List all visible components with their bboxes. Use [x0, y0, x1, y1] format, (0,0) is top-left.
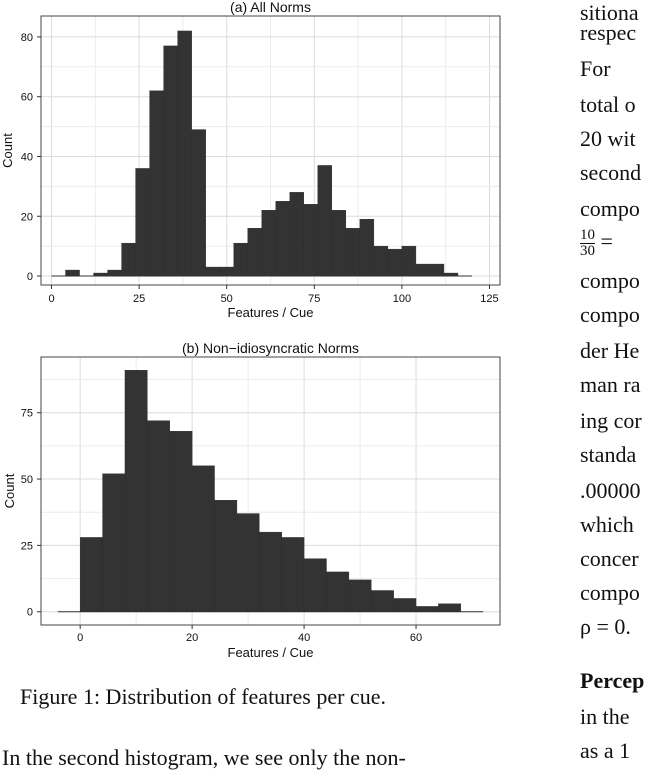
histogram-bar [79, 537, 103, 612]
right-line: compo [580, 196, 640, 221]
histogram-bar [214, 500, 238, 612]
right-line: 20 wit [580, 126, 636, 151]
x-tick-label: 25 [133, 293, 145, 305]
histogram-bar [387, 248, 403, 277]
histogram-bar [281, 537, 305, 612]
y-tick-label: 60 [21, 92, 33, 104]
histogram-bar [205, 266, 220, 277]
histogram-bar [65, 269, 80, 277]
y-tick-label: 75 [21, 408, 33, 420]
histogram-bar [348, 579, 372, 612]
histogram-bar [259, 531, 282, 612]
histogram-bar [401, 245, 417, 277]
histogram-bar [261, 210, 276, 277]
histogram-bar [331, 210, 347, 277]
right-line: ρ = 0. [580, 614, 631, 639]
histogram-bar [326, 571, 350, 612]
histogram-bar [191, 129, 206, 277]
histogram-bar [124, 370, 148, 612]
histogram-bar [93, 272, 108, 277]
right-line-heading: Percep [580, 668, 645, 693]
histogram-bar [443, 272, 459, 277]
histogram-bar [147, 420, 170, 612]
x-tick-label: 0 [77, 632, 83, 644]
histogram-bar [359, 219, 375, 277]
histogram-bar [149, 90, 164, 277]
histogram-bar [236, 513, 260, 612]
right-line: .00000 [580, 478, 641, 503]
right-line: in the [580, 704, 630, 729]
x-tick-label: 50 [221, 293, 233, 305]
right-line: compo [580, 268, 640, 293]
histogram-bar [371, 590, 394, 612]
y-axis-label: Count [2, 473, 17, 508]
x-tick-label: 60 [410, 632, 422, 644]
x-tick-label: 75 [308, 293, 320, 305]
histogram-bar [345, 228, 361, 277]
x-axis-label: Features / Cue [228, 305, 314, 320]
histogram-bar [317, 165, 333, 277]
histogram-bar [373, 245, 389, 277]
right-column-text: sitiona respec For total o 20 wit second… [580, 0, 653, 784]
right-line: second [580, 160, 642, 185]
histogram-bar [135, 168, 150, 277]
chart-title: (a) All Norms [230, 0, 311, 15]
chart-title: (b) Non−idiosyncratic Norms [182, 340, 359, 356]
x-tick-label: 125 [480, 293, 498, 305]
histogram-bar [438, 603, 462, 612]
y-tick-label: 20 [21, 211, 33, 223]
right-line: For [580, 56, 611, 81]
y-tick-label: 50 [21, 474, 33, 486]
histogram-bar [289, 192, 304, 277]
right-line: standa [580, 442, 637, 467]
histogram-bar [107, 269, 122, 277]
histogram-bar [233, 242, 248, 277]
histogram-bar [169, 431, 193, 612]
x-tick-label: 100 [393, 293, 411, 305]
y-axis-label: Count [0, 133, 15, 168]
histogram-bar [247, 228, 262, 277]
x-tick-label: 20 [186, 632, 198, 644]
histogram-bar [415, 606, 439, 612]
y-tick-label: 40 [21, 151, 33, 163]
histogram-bar [191, 465, 215, 612]
right-line: der He [580, 338, 640, 363]
plot-border [40, 15, 501, 286]
body-text-line: In the second histogram, we see only the… [2, 745, 406, 770]
x-tick-label: 40 [298, 632, 310, 644]
fraction: 10 30 [580, 227, 595, 259]
right-line: man ra [580, 372, 641, 397]
figure-caption: Figure 1: Distribution of features per c… [20, 684, 386, 709]
histogram-bar [429, 263, 445, 277]
histogram-bar [177, 30, 192, 277]
histogram-bar [393, 598, 417, 612]
right-line: compo [580, 580, 640, 605]
x-axis-label: Features / Cue [228, 645, 314, 660]
y-tick-label: 0 [27, 271, 33, 283]
y-tick-label: 25 [21, 540, 33, 552]
x-tick-label: 0 [48, 293, 54, 305]
histogram-bar [275, 201, 290, 277]
right-line: respec [580, 20, 637, 45]
y-tick-label: 80 [21, 32, 33, 44]
histogram-bar [303, 204, 319, 277]
histogram-bar [163, 45, 178, 277]
right-line: as a 1 [580, 738, 631, 763]
right-line: which [580, 512, 634, 537]
right-fraction-line: 10 30 = [580, 227, 613, 259]
right-line: compo [580, 302, 640, 327]
y-tick-label: 0 [27, 607, 33, 619]
histogram-bar [303, 558, 327, 612]
plot-border [40, 356, 501, 626]
histogram-bar [102, 473, 126, 612]
figure-histograms: 0 25 50 75 100 125 0 20 40 60 80 (a) All Norms Featu… [0, 0, 501, 660]
right-line: sitiona [580, 0, 639, 25]
right-line: concer [580, 546, 639, 571]
right-line: total o [580, 92, 636, 117]
histogram-bar [415, 263, 431, 277]
histogram-bar [219, 266, 234, 277]
histogram-bar [121, 242, 136, 277]
right-line: ing cor [580, 408, 642, 433]
